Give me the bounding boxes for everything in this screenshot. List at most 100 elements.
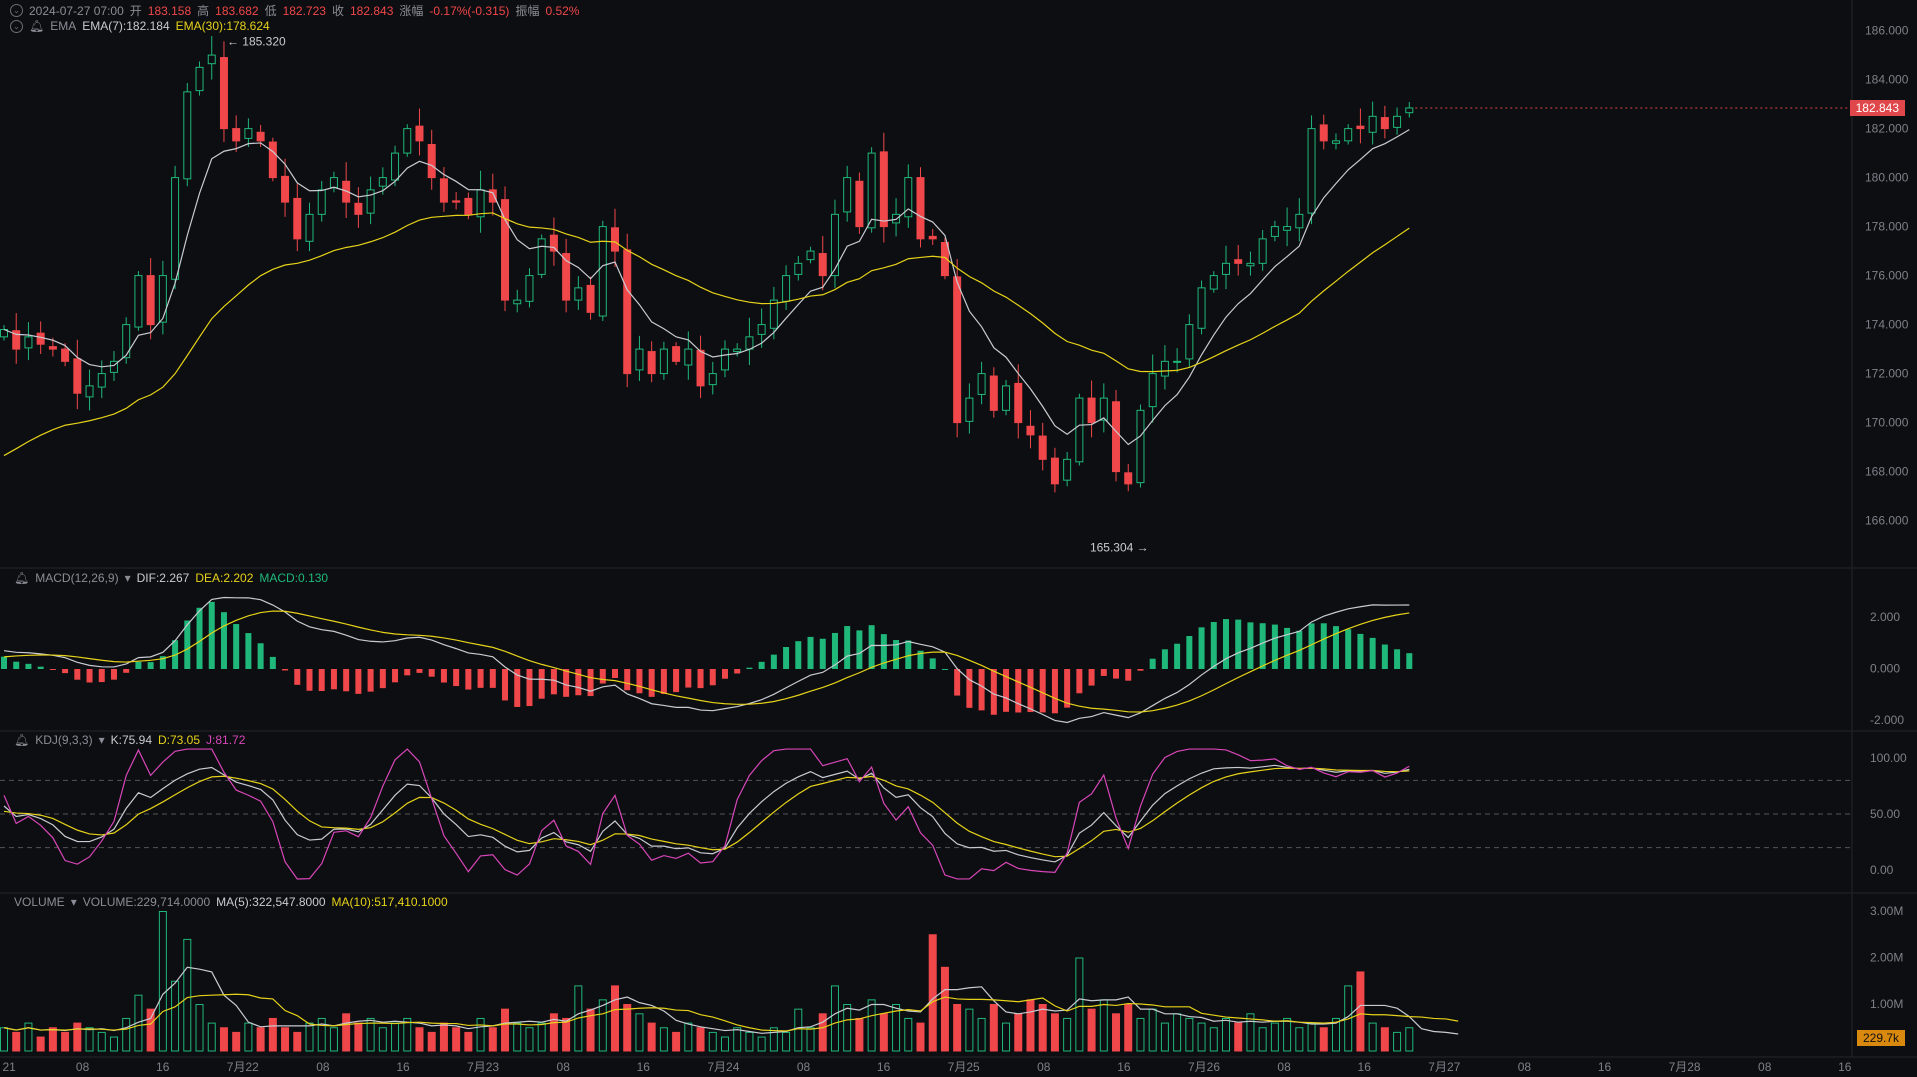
kdj-name[interactable]: KDJ(9,3,3) xyxy=(35,733,93,747)
macd-bar xyxy=(660,669,667,694)
volume-bar xyxy=(745,1031,754,1052)
macd-tick: 2.000 xyxy=(1870,610,1900,624)
volume-tick: 2.00M xyxy=(1870,951,1903,965)
candle xyxy=(525,275,534,302)
macd-bar xyxy=(159,656,166,669)
candle xyxy=(207,54,216,65)
close-label: 收 xyxy=(331,4,344,18)
dropdown-icon[interactable]: ▾ xyxy=(98,733,105,747)
macd-bar xyxy=(868,625,875,669)
candle xyxy=(183,91,192,180)
candle xyxy=(1063,458,1072,481)
volume-name[interactable]: VOLUME xyxy=(14,895,65,909)
macd-bar xyxy=(306,669,313,691)
candle xyxy=(720,348,729,371)
time-tick: 16 xyxy=(396,1060,410,1074)
macd-bar xyxy=(1308,623,1315,669)
candle xyxy=(745,336,754,350)
time-tick: 08 xyxy=(557,1060,571,1074)
volume-bar xyxy=(1038,1004,1047,1052)
macd-bar xyxy=(1198,627,1205,669)
collapse-icon[interactable]: ⌄ xyxy=(10,19,23,33)
macd-bar xyxy=(233,624,240,669)
high-value: 183.682 xyxy=(215,3,259,18)
volume-bar xyxy=(513,1022,522,1052)
time-tick: 08 xyxy=(316,1060,330,1074)
macd-bar xyxy=(514,669,521,707)
volume-ma5-line xyxy=(3,966,1459,1035)
candle xyxy=(171,177,180,280)
candle xyxy=(818,253,827,277)
macd-bar xyxy=(1223,619,1229,669)
candle xyxy=(537,238,546,275)
macd-bar xyxy=(1088,669,1095,686)
volume-bar xyxy=(488,1027,497,1052)
low-marker: 165.304 → xyxy=(1090,541,1149,555)
candle xyxy=(977,373,986,395)
ema7-value: EMA(7):182.184 xyxy=(82,19,170,33)
time-tick: 16 xyxy=(1598,1060,1612,1074)
volume-legend: VOLUME ▾ VOLUME:229,714.0000 MA(5):322,5… xyxy=(14,895,448,909)
time-tick: 7月28 xyxy=(1669,1060,1701,1074)
bell-icon[interactable]: 🔔︎ xyxy=(29,19,45,33)
macd-bar xyxy=(563,669,570,697)
macd-bar xyxy=(1381,644,1388,669)
dropdown-icon[interactable]: ▾ xyxy=(70,895,77,909)
candle xyxy=(1209,275,1218,290)
volume-bar xyxy=(1295,1027,1304,1052)
volume-bar xyxy=(85,1027,94,1052)
volume-bar xyxy=(940,966,949,1052)
macd-bar xyxy=(905,640,912,669)
volume-bar xyxy=(24,1022,33,1052)
dropdown-icon[interactable]: ▾ xyxy=(124,571,131,585)
candle xyxy=(879,151,888,228)
macd-bar xyxy=(1357,633,1364,669)
price-tick: 178.000 xyxy=(1865,220,1909,234)
macd-bar xyxy=(758,661,765,669)
macd-bar xyxy=(37,666,44,669)
volume-bar xyxy=(1136,1017,1145,1052)
volume-bar xyxy=(733,1027,742,1052)
bell-icon[interactable]: 🔔︎ xyxy=(14,733,30,747)
candle xyxy=(830,213,839,277)
volume-bar xyxy=(867,999,876,1052)
time-tick: 7月25 xyxy=(948,1060,980,1074)
volume-bar xyxy=(720,1036,729,1052)
volume-bar xyxy=(1099,999,1108,1052)
bell-icon[interactable]: 🔔︎ xyxy=(14,571,30,585)
candle xyxy=(696,349,705,387)
k-line xyxy=(3,764,1410,863)
candle xyxy=(623,249,632,375)
candle xyxy=(158,275,167,323)
volume-bar xyxy=(1063,1017,1072,1052)
volume-bar xyxy=(1124,1004,1133,1052)
volume-bar xyxy=(782,1031,791,1052)
macd-bar xyxy=(282,669,289,671)
volume-bar xyxy=(378,1027,387,1052)
macd-bar xyxy=(954,669,961,696)
time-tick: 16 xyxy=(637,1060,651,1074)
candle xyxy=(195,66,204,92)
candle xyxy=(611,227,619,252)
volume-bar xyxy=(989,1004,998,1052)
ema-name[interactable]: EMA xyxy=(50,19,77,33)
macd-value: MACD:0.130 xyxy=(259,571,329,585)
macd-bar xyxy=(770,654,777,669)
time-tick: 08 xyxy=(1758,1060,1772,1074)
volume-bar xyxy=(1050,1013,1059,1052)
ohlc-legend: ⌄ 2024-07-27 07:00 开 183.158 高 183.682 低 18… xyxy=(10,2,579,19)
volume-bar xyxy=(1185,1017,1194,1052)
time-tick: 16 xyxy=(1358,1060,1372,1074)
high-marker: ← 185.320 xyxy=(227,34,286,48)
candle xyxy=(1148,373,1157,408)
candle xyxy=(1380,117,1389,130)
macd-name[interactable]: MACD(12,26,9) xyxy=(35,571,119,585)
k-value: K:75.94 xyxy=(110,733,152,747)
volume-bar xyxy=(427,1031,436,1052)
candle xyxy=(342,180,351,203)
price-tick: 180.000 xyxy=(1865,171,1909,185)
volume-bar xyxy=(537,1022,546,1052)
collapse-icon[interactable]: ⌄ xyxy=(10,4,23,17)
j-value: J:81.72 xyxy=(206,733,246,747)
